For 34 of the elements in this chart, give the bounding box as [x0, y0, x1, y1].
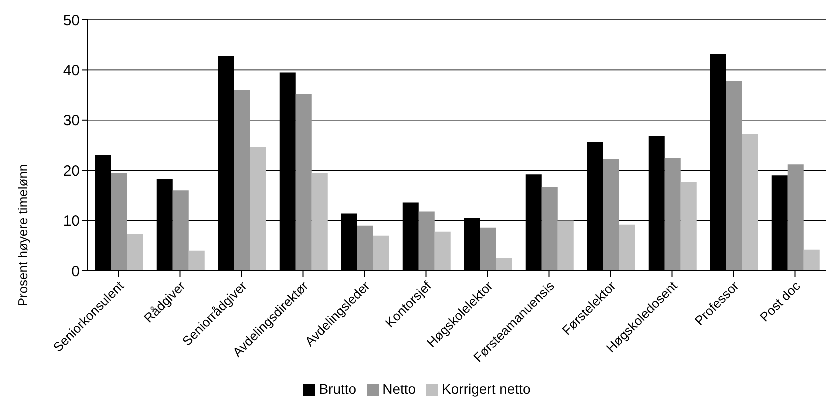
bar [680, 182, 697, 271]
bar [312, 173, 328, 271]
bar [558, 220, 574, 271]
y-tick-label: 10 [63, 213, 80, 230]
bar [188, 250, 205, 271]
bar [480, 228, 496, 271]
bar [418, 212, 435, 271]
bar [603, 159, 620, 271]
y-tick-label: 20 [63, 162, 80, 180]
bar [296, 94, 312, 271]
bar [496, 258, 512, 271]
bar [250, 147, 266, 271]
legend-label: Netto [382, 381, 416, 397]
y-tick-label: 30 [63, 112, 80, 130]
bar [542, 187, 558, 271]
bar [172, 190, 189, 271]
legend-label: Brutto [319, 381, 357, 397]
bar [127, 234, 144, 271]
bar [111, 173, 128, 271]
bar [373, 236, 390, 271]
bar [788, 164, 804, 271]
bar [234, 90, 250, 271]
bar [804, 250, 820, 271]
legend-label: Korrigert netto [442, 381, 531, 397]
bar [434, 232, 451, 271]
y-tick-label: 40 [63, 62, 80, 80]
bar [619, 224, 636, 271]
y-tick-label: 50 [63, 12, 80, 30]
y-axis-title: Prosent høyere timelønn [16, 164, 31, 307]
y-tick-label: 0 [72, 263, 80, 280]
bar [726, 81, 742, 271]
bar [664, 158, 681, 271]
bar [357, 226, 374, 271]
bar [742, 134, 758, 271]
